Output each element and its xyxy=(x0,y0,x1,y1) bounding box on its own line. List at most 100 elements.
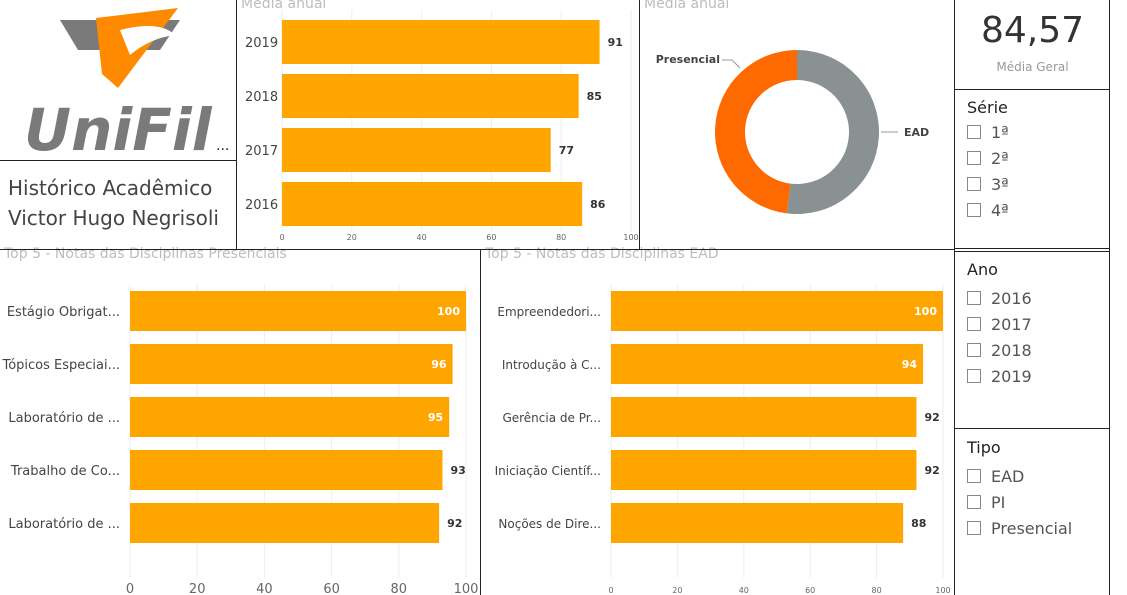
data-label: 92 xyxy=(924,411,939,424)
bar xyxy=(130,450,443,490)
slicer-title: Ano xyxy=(967,260,998,279)
divider xyxy=(955,251,1110,252)
bar xyxy=(611,291,943,331)
divider xyxy=(0,249,955,250)
data-label: 88 xyxy=(911,517,926,530)
checkbox[interactable] xyxy=(967,177,981,191)
category-label: Gerência de Pr... xyxy=(502,411,601,425)
checkbox[interactable] xyxy=(967,343,981,357)
slicer-option[interactable]: 4ª xyxy=(967,200,1009,220)
chart-title: Média anual xyxy=(241,0,327,12)
bar xyxy=(130,291,466,331)
report-title: Histórico Acadêmico xyxy=(8,176,213,200)
x-tick-label: 0 xyxy=(608,586,613,595)
data-label: 86 xyxy=(590,198,606,211)
category-label: Introdução à C... xyxy=(502,358,601,372)
slice-label: Presencial xyxy=(656,53,720,66)
checkbox[interactable] xyxy=(967,495,981,509)
slicer-option[interactable]: 2016 xyxy=(967,288,1032,308)
divider xyxy=(955,428,1110,429)
x-tick-label: 80 xyxy=(556,233,566,242)
divider xyxy=(1109,0,1110,595)
bar xyxy=(282,20,600,64)
data-label: 77 xyxy=(559,144,574,157)
category-label: 2018 xyxy=(245,90,278,105)
more-options-icon[interactable]: ... xyxy=(216,138,230,154)
category-label: Laboratório de ... xyxy=(8,517,120,532)
slice-label: EAD xyxy=(904,126,929,139)
checkbox[interactable] xyxy=(967,369,981,383)
divider xyxy=(954,0,955,595)
logo-panel: UniFil ... Histórico Acadêmico Victor Hu… xyxy=(0,0,236,248)
data-label: 95 xyxy=(428,411,443,424)
x-tick-label: 100 xyxy=(454,582,479,595)
slicer-tipo: Tipo EAD PI Presencial xyxy=(955,430,1110,595)
checkbox[interactable] xyxy=(967,291,981,305)
slicer-title: Tipo xyxy=(967,438,1001,457)
divider xyxy=(639,0,640,250)
slicer-option[interactable]: 2018 xyxy=(967,340,1032,360)
bar xyxy=(611,450,917,490)
x-tick-label: 20 xyxy=(189,582,206,595)
unifil-logo: UniFil xyxy=(24,8,213,164)
data-label: 92 xyxy=(924,464,939,477)
divider xyxy=(236,0,237,250)
checkbox[interactable] xyxy=(967,151,981,165)
x-tick-label: 60 xyxy=(805,586,815,595)
bar xyxy=(611,397,917,437)
x-tick-label: 20 xyxy=(672,586,682,595)
chart-title: Top 5 - Notas das Disciplinas EAD xyxy=(485,246,719,262)
data-label: 85 xyxy=(587,90,602,103)
divider xyxy=(955,89,1110,90)
category-label: 2017 xyxy=(245,144,278,159)
leader-line xyxy=(722,59,741,69)
student-name: Victor Hugo Negrisoli xyxy=(8,206,219,230)
x-tick-label: 100 xyxy=(623,233,638,242)
slicer-option[interactable]: Presencial xyxy=(967,518,1072,538)
card-label: Média Geral xyxy=(996,60,1069,74)
slicer-option[interactable]: 3ª xyxy=(967,174,1009,194)
donut-slice xyxy=(714,49,797,214)
logo-text: UniFil xyxy=(24,96,213,164)
category-label: Iniciação Científ... xyxy=(495,464,601,478)
slicer-option[interactable]: 1ª xyxy=(967,122,1009,142)
chart-title: Média anual xyxy=(644,0,730,12)
divider xyxy=(955,248,1110,249)
slicer-option[interactable]: EAD xyxy=(967,466,1024,486)
x-tick-label: 40 xyxy=(417,233,427,242)
checkbox[interactable] xyxy=(967,203,981,217)
checkbox[interactable] xyxy=(967,125,981,139)
data-label: 96 xyxy=(431,358,447,371)
x-tick-label: 40 xyxy=(739,586,749,595)
data-label: 100 xyxy=(437,305,460,318)
slicer-serie: Série 1ª 2ª 3ª 4ª xyxy=(955,90,1110,248)
x-tick-label: 0 xyxy=(279,233,284,242)
top5-presencial-chart: Top 5 - Notas das Disciplinas Presenciai… xyxy=(0,246,479,595)
bar xyxy=(611,503,904,543)
bar xyxy=(130,503,440,543)
category-label: 2016 xyxy=(245,198,278,213)
top5-ead-chart: Top 5 - Notas das Disciplinas EAD 0 20 40 6… xyxy=(481,246,954,595)
category-label: Laboratório de ... xyxy=(8,411,120,426)
x-tick-label: 60 xyxy=(323,582,340,595)
slicer-option[interactable]: PI xyxy=(967,492,1005,512)
slicer-option[interactable]: 2017 xyxy=(967,314,1032,334)
checkbox[interactable] xyxy=(967,317,981,331)
slicer-title: Série xyxy=(967,98,1008,117)
x-tick-label: 0 xyxy=(126,582,134,595)
yearly-average-chart: Média anual 0 20 40 60 80 100 2019 91 2018 85 2017… xyxy=(237,0,639,248)
slicer-option[interactable]: 2019 xyxy=(967,366,1032,386)
data-label: 92 xyxy=(447,517,462,530)
slicer-ano: Ano 2016 2017 2018 2019 xyxy=(955,252,1110,427)
data-label: 91 xyxy=(608,36,623,49)
bar xyxy=(611,344,924,384)
donut-slice xyxy=(786,50,879,214)
checkbox[interactable] xyxy=(967,469,981,483)
data-label: 94 xyxy=(902,358,918,371)
bar xyxy=(282,74,579,118)
slicer-option[interactable]: 2ª xyxy=(967,148,1009,168)
data-label: 93 xyxy=(450,464,465,477)
bar xyxy=(130,397,450,437)
checkbox[interactable] xyxy=(967,521,981,535)
x-tick-label: 100 xyxy=(935,586,950,595)
